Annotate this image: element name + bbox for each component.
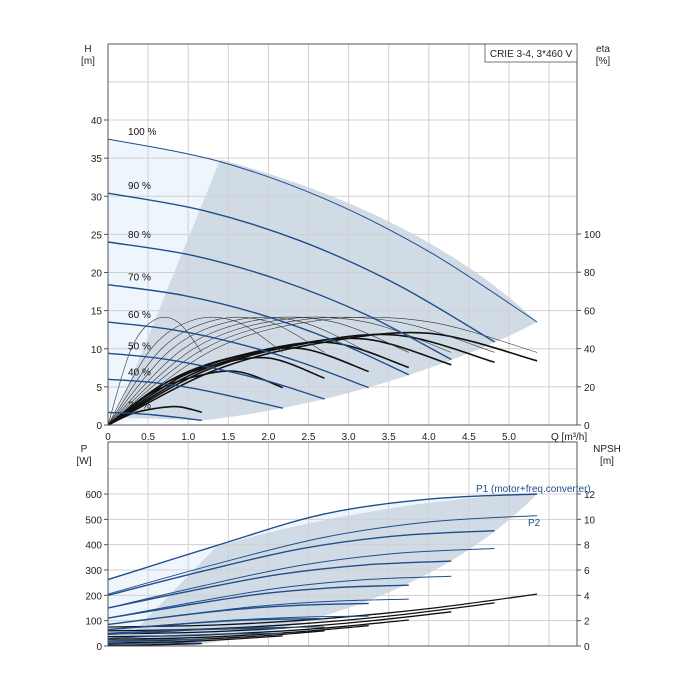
eta-tick-label: 20 [584,383,596,394]
h-tick-label: 40 [91,116,103,127]
x-tick-label: 3.0 [342,432,356,443]
x-tick-label: 0.5 [141,432,155,443]
npsh-curve [107,625,369,640]
bottom-plot-frame [107,441,578,647]
x-tick-label: 1.0 [181,432,195,443]
p-tick-label: 600 [85,490,102,501]
h-tick-label: 30 [91,192,103,203]
h-tick-label: 15 [91,307,103,318]
p-axis-label: P [81,444,88,455]
h-tick-label: 20 [91,269,103,280]
p2-annotation: P2 [528,518,541,529]
eta-tick-label: 60 [584,306,596,317]
eta-pump-curve-70 [107,316,409,426]
p1-curve [107,493,538,581]
p1-curve [107,584,409,619]
p-tick-label: 500 [85,515,102,526]
p1-curve [107,602,369,626]
eta-total-curve-40 [107,370,284,426]
p2-curve [107,642,202,645]
eta-tick-label: 100 [584,230,601,241]
x-tick-label: 4.5 [462,432,476,443]
head-curve-40 [107,378,283,409]
npsh-tick-label: 8 [584,541,590,552]
x-tick-label: 0 [105,432,111,443]
eta-pump-curve-21 [107,316,203,426]
x-tick-label: 5.0 [502,432,516,443]
x-tick-label: 3.5 [382,432,396,443]
p2-curve [107,515,538,595]
p-tick-label: 300 [85,566,102,577]
p-axis-unit: [W] [77,456,92,467]
npsh-tick-label: 0 [584,642,590,653]
p-tick-label: 0 [96,642,102,653]
h-tick-label: 0 [96,421,102,432]
p1-curve [107,627,283,634]
x-tick-label: 4.0 [422,432,436,443]
head-curve-60 [107,321,369,389]
operating-area [115,159,538,421]
p1-curve [107,617,325,631]
h-tick-label: 5 [96,383,102,394]
speed-label: 100 % [128,127,156,138]
p-tick-label: 100 [85,617,102,628]
x-tick-label: 1.5 [221,432,235,443]
npsh-curve [107,642,202,646]
eta-total-curve-21 [107,405,202,426]
speed-label: 50 % [128,341,151,352]
title-box-text: CRIE 3-4, 3*460 V [490,49,573,60]
speed-label: 40 % [128,367,151,378]
eta-pump-curve-60 [107,316,369,426]
npsh-curve [107,635,283,644]
eta-pump-curve-40 [107,316,283,426]
head-curve-90 [107,192,495,343]
x-tick-label: 2.5 [302,432,316,443]
npsh-tick-label: 4 [584,591,590,602]
p-tick-label: 400 [85,541,102,552]
speed-label: 70 % [128,273,151,284]
npsh-axis-unit: [m] [600,456,614,467]
title-box: CRIE 3-4, 3*460 V [484,43,578,63]
npsh-tick-label: 10 [584,515,596,526]
eta-pump-curve-90 [107,316,495,426]
p1-curve [107,560,452,609]
eta-pump-curve-50 [107,316,325,426]
npsh-axis-label: NPSH [593,444,621,455]
eta-axis-unit: [%] [596,56,611,67]
npsh-tick-label: 6 [584,566,590,577]
h-tick-label: 25 [91,230,103,241]
p1-curve [107,530,495,596]
speed-label: 90 % [128,181,151,192]
head-curve-100 [107,138,538,323]
p2-curve [107,548,495,609]
speed-label: 21 % [128,400,151,411]
eta-axis-label: eta [596,44,610,55]
p-tick-label: 200 [85,591,102,602]
p1-curve [107,638,202,642]
head-curve-21 [107,411,202,422]
q-axis-label: Q [m³/h] [551,432,587,443]
p2-curve [107,575,452,619]
head-curve-70 [107,284,410,376]
x-tick-label: 2.0 [261,432,275,443]
h-tick-label: 10 [91,345,103,356]
h-axis-unit: [m] [81,56,95,67]
npsh-curve [107,630,325,642]
head-curve-80 [107,241,452,361]
speed-label: 80 % [128,230,151,241]
p1-annotation: P1 (motor+freq.converter) [476,484,591,495]
eta-tick-label: 80 [584,268,596,279]
npsh-tick-label: 12 [584,490,596,501]
eta-tick-label: 40 [584,345,596,356]
h-axis-label: H [84,44,91,55]
npsh-tick-label: 2 [584,617,590,628]
head-curve-50 [107,352,325,400]
eta-tick-label: 0 [584,421,590,432]
h-tick-label: 35 [91,154,103,165]
p2-curve [107,632,283,639]
speed-label: 60 % [128,310,151,321]
